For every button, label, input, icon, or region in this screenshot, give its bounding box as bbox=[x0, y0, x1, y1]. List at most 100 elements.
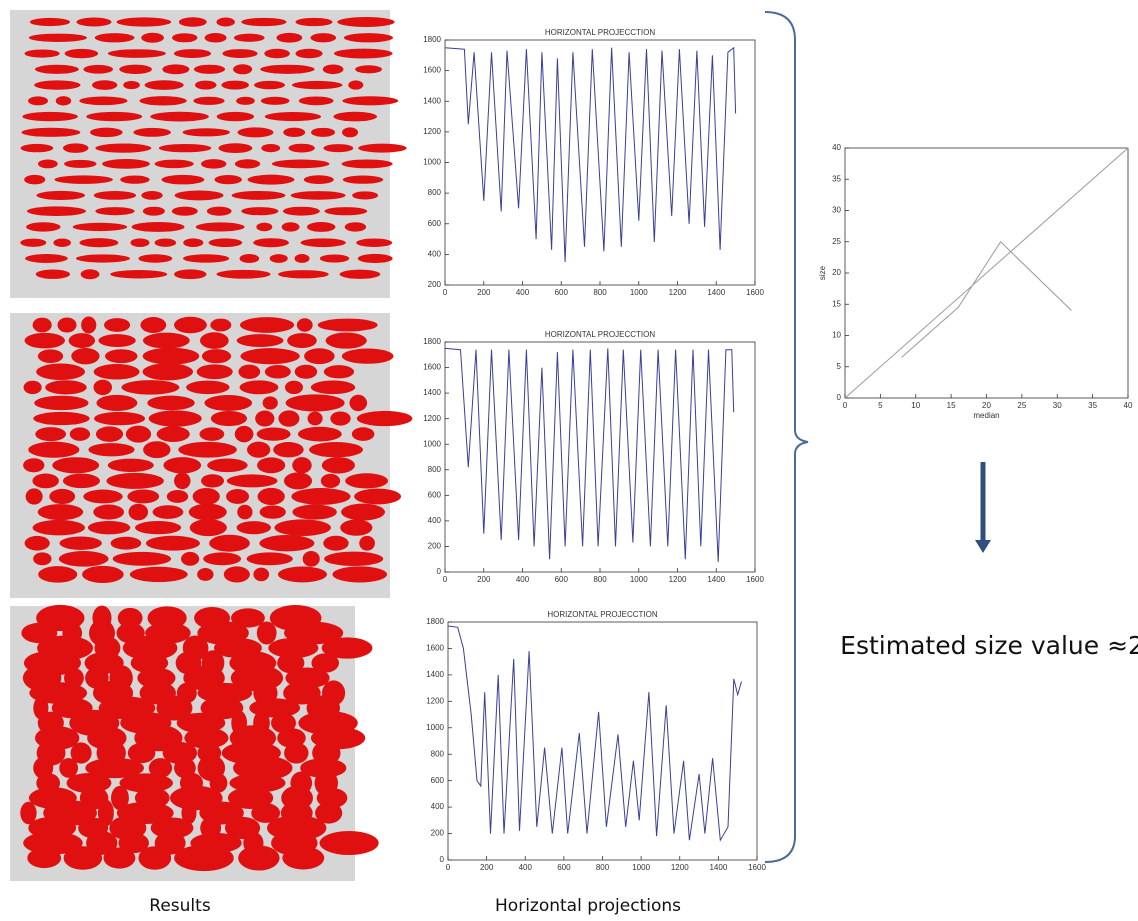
ink-mark bbox=[133, 127, 171, 137]
ink-mark bbox=[156, 695, 193, 721]
result-images bbox=[10, 10, 413, 881]
ink-mark bbox=[339, 269, 381, 279]
ink-mark bbox=[201, 349, 232, 364]
ink-mark bbox=[186, 380, 230, 395]
ink-mark bbox=[282, 846, 325, 870]
ink-mark bbox=[306, 221, 336, 232]
x-tick-label: 15 bbox=[947, 401, 956, 410]
ink-mark bbox=[271, 712, 296, 734]
x-tick-label: 40 bbox=[1124, 401, 1133, 410]
ink-mark bbox=[206, 206, 232, 216]
ink-mark bbox=[330, 411, 351, 426]
ink-mark bbox=[183, 238, 204, 248]
ink-mark bbox=[28, 33, 87, 42]
ink-mark bbox=[356, 238, 393, 247]
ink-mark bbox=[70, 742, 92, 764]
ink-mark bbox=[344, 222, 367, 232]
ink-mark bbox=[35, 269, 71, 279]
ink-mark bbox=[358, 143, 407, 153]
ink-mark bbox=[253, 567, 270, 582]
ink-mark bbox=[209, 773, 228, 793]
ink-mark bbox=[163, 457, 202, 474]
ink-mark bbox=[357, 253, 393, 264]
ink-mark bbox=[262, 396, 278, 410]
ink-mark bbox=[64, 48, 99, 59]
ink-mark bbox=[87, 520, 131, 535]
x-tick-label: 35 bbox=[1088, 401, 1097, 410]
ink-mark bbox=[28, 441, 80, 458]
ink-mark bbox=[49, 488, 76, 505]
y-tick-label: 800 bbox=[428, 465, 442, 474]
ink-mark bbox=[122, 635, 178, 661]
ink-mark bbox=[204, 394, 253, 411]
y-tick-label: 400 bbox=[431, 802, 445, 811]
ink-mark bbox=[161, 174, 205, 185]
ink-mark bbox=[173, 49, 212, 58]
ink-mark bbox=[341, 159, 393, 169]
y-tick-label: 1800 bbox=[423, 337, 441, 346]
ink-mark bbox=[24, 535, 50, 551]
arrow-head bbox=[975, 540, 991, 553]
ink-mark bbox=[234, 159, 261, 169]
ink-mark bbox=[150, 817, 194, 839]
ink-mark bbox=[222, 49, 258, 58]
ink-mark bbox=[130, 238, 150, 248]
ink-mark bbox=[253, 238, 289, 248]
plot-area bbox=[447, 621, 758, 861]
ink-mark bbox=[352, 191, 379, 200]
ink-mark bbox=[257, 457, 286, 474]
ink-mark bbox=[324, 207, 368, 216]
ink-mark bbox=[271, 159, 330, 169]
ink-mark bbox=[80, 269, 100, 280]
ink-mark bbox=[193, 64, 226, 74]
ink-mark bbox=[264, 112, 322, 122]
y-tick-label: 200 bbox=[428, 542, 442, 551]
y-tick-label: 1000 bbox=[423, 158, 441, 167]
x-tick-label: 0 bbox=[843, 401, 848, 410]
ink-mark bbox=[237, 127, 274, 138]
y-tick-label: 1200 bbox=[423, 127, 441, 136]
ink-mark bbox=[241, 17, 287, 27]
ink-mark bbox=[348, 80, 364, 90]
y-tick-label: 1800 bbox=[426, 617, 444, 626]
x-tick-label: 800 bbox=[593, 575, 607, 584]
x-tick-label: 1000 bbox=[632, 863, 650, 872]
ink-mark bbox=[323, 535, 349, 551]
ink-mark bbox=[34, 64, 79, 74]
ink-mark bbox=[141, 32, 164, 43]
ink-mark bbox=[259, 535, 315, 552]
y-tick-label: 1400 bbox=[423, 388, 441, 397]
y-tick-label: 1600 bbox=[426, 644, 444, 653]
y-tick-label: 0 bbox=[837, 393, 842, 402]
ink-mark bbox=[277, 566, 327, 583]
ink-mark bbox=[283, 472, 313, 490]
ink-mark bbox=[359, 535, 375, 551]
ink-mark bbox=[354, 488, 402, 505]
ink-mark bbox=[259, 505, 286, 519]
ink-mark bbox=[322, 64, 344, 75]
ink-mark bbox=[178, 17, 207, 27]
ink-mark bbox=[32, 473, 59, 489]
ink-mark bbox=[195, 222, 245, 232]
ink-mark bbox=[129, 566, 188, 583]
y-tick-label: 1400 bbox=[423, 96, 441, 105]
ink-mark bbox=[138, 846, 172, 870]
y-tick-label: 1200 bbox=[423, 414, 441, 423]
ink-mark bbox=[142, 332, 190, 349]
ink-mark bbox=[276, 32, 303, 43]
x-tick-label: 600 bbox=[555, 288, 569, 297]
ink-mark bbox=[85, 757, 144, 779]
y-tick-label: 40 bbox=[832, 143, 841, 152]
ink-mark bbox=[341, 503, 386, 521]
ink-mark bbox=[288, 143, 315, 153]
x-tick-label: 800 bbox=[593, 288, 607, 297]
ink-mark bbox=[317, 318, 378, 332]
ink-mark bbox=[112, 551, 172, 566]
ink-mark bbox=[121, 380, 180, 395]
ink-mark bbox=[162, 64, 190, 75]
ink-mark bbox=[32, 519, 85, 536]
ink-mark bbox=[156, 426, 190, 442]
x-tick-label: 400 bbox=[516, 288, 530, 297]
ink-mark bbox=[127, 742, 156, 764]
chart-title: HORIZONTAL PROJECCTION bbox=[545, 28, 655, 37]
